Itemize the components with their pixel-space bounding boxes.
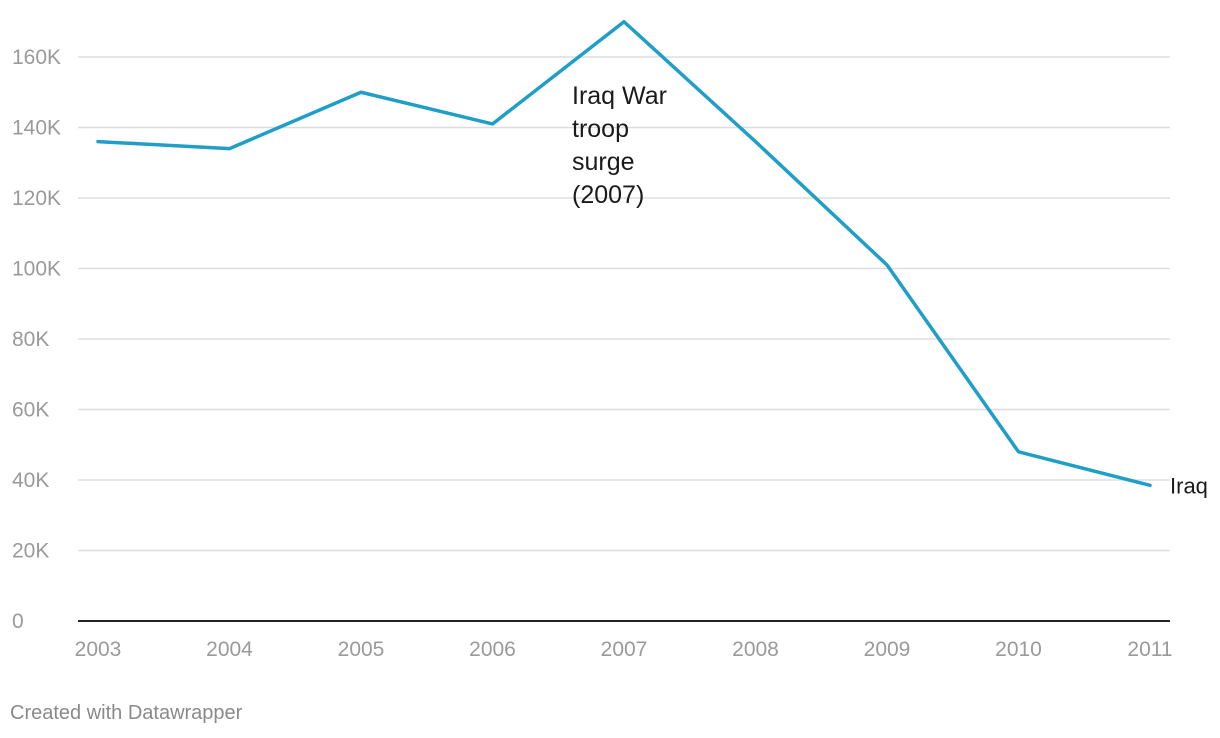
x-tick-label: 2007 [601, 638, 648, 661]
x-tick-label: 2010 [995, 638, 1042, 661]
y-tick-label: 20K [12, 540, 49, 563]
series-group [96, 20, 1152, 488]
y-tick-label: 0 [12, 610, 24, 633]
gridlines [78, 56, 1170, 552]
x-tick-label: 2003 [75, 638, 122, 661]
x-tick-label: 2011 [1127, 638, 1172, 661]
x-axis: 2003 2004 2005 2006 2007 2008 2009 2010 2011 [75, 638, 1173, 661]
x-tick-label: 2004 [206, 638, 253, 661]
y-tick-label: 80K [12, 328, 49, 351]
y-tick-label: 60K [12, 399, 49, 422]
x-tick-label: 2006 [469, 638, 516, 661]
annotation-line: troop [572, 115, 629, 143]
y-axis: 0 20K 40K 60K 80K 100K 120K 140K 160K [12, 46, 61, 633]
y-tick-label: 140K [12, 117, 61, 140]
x-tick-label: 2009 [864, 638, 911, 661]
x-tick-label: 2005 [338, 638, 385, 661]
annotation-line: (2007) [572, 181, 644, 209]
annotation-line: Iraq War [572, 82, 667, 110]
y-tick-label: 40K [12, 469, 49, 492]
y-tick-label: 160K [12, 46, 61, 69]
y-tick-label: 120K [12, 187, 61, 210]
y-tick-label: 100K [12, 258, 61, 281]
annotation-line: surge [572, 148, 635, 176]
credit-text: Created with Datawrapper [10, 702, 243, 724]
series-label-iraq: Iraq [1170, 473, 1208, 498]
x-tick-label: 2008 [732, 638, 779, 661]
surge-annotation: Iraq War troop surge (2007) [572, 82, 667, 209]
